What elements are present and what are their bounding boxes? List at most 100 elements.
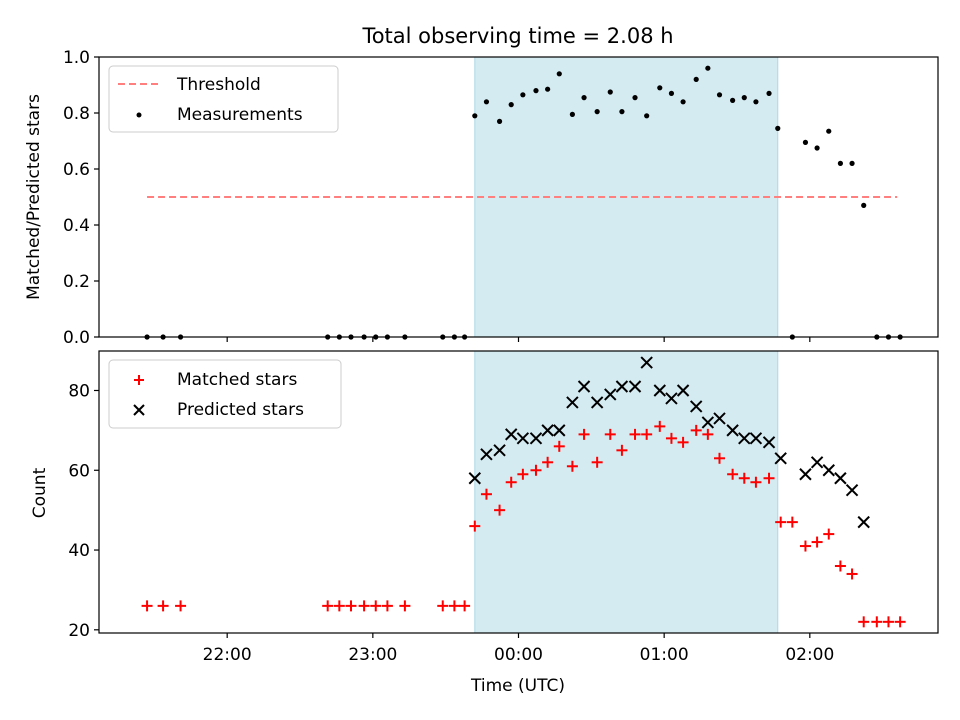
measurement-point: [545, 86, 551, 92]
bottom-xtick-label: 01:00: [640, 645, 689, 665]
measurement-point: [693, 76, 699, 82]
matched-star-point: [542, 456, 554, 468]
measurement-point: [705, 65, 711, 71]
predicted-star-point: [822, 464, 835, 477]
matched-star-point: [690, 424, 702, 436]
measurement-point: [837, 160, 844, 166]
predicted-star-point: [577, 380, 591, 393]
matched-star-point: [616, 444, 628, 456]
measurements-legend-swatch: [136, 112, 142, 118]
matched-star-point: [553, 440, 565, 452]
measurement-point: [619, 109, 625, 115]
predicted-star-point: [480, 448, 493, 461]
matched-star-point: [604, 428, 616, 440]
bottom-xtick-label: 22:00: [203, 645, 252, 665]
measurement-point: [644, 113, 650, 119]
matched-star-point: [566, 460, 578, 472]
measurement-point: [594, 109, 600, 115]
matched-star-point: [738, 472, 750, 484]
measurement-point: [569, 111, 575, 117]
matched-star-point: [882, 616, 894, 628]
measurement-point: [508, 102, 514, 108]
matched-star-point: [846, 568, 858, 580]
measurement-point: [730, 97, 736, 103]
bottom-legend: Matched stars Predicted stars: [108, 359, 342, 429]
matched-star-point: [871, 616, 883, 628]
measurement-point: [741, 95, 747, 101]
measurement-point: [607, 89, 613, 95]
measurement-point: [668, 90, 675, 96]
bottom-legend-box: [108, 359, 342, 429]
top-legend: Threshold Measurements: [108, 65, 339, 133]
predicted-star-point: [726, 424, 739, 437]
matched-star-point: [517, 468, 529, 480]
predicted-star-point: [468, 472, 482, 485]
predicted-star-point: [834, 472, 847, 485]
matched-star-point: [763, 472, 775, 484]
matched-star-point: [799, 540, 811, 552]
bottom-xtick-label: 00:00: [494, 645, 543, 665]
predicted-star-point: [665, 392, 678, 405]
predicted-star-point: [774, 452, 787, 465]
predicted-star-point: [604, 388, 617, 401]
measurement-point: [849, 160, 855, 166]
predicted-star-point: [553, 424, 566, 437]
predicted-star-point: [799, 468, 812, 481]
matched-star-point: [505, 476, 517, 488]
matched-star-point: [333, 600, 345, 612]
top-legend-box: [108, 65, 339, 133]
predicted-star-point: [749, 432, 763, 445]
matched-star-point: [702, 428, 714, 440]
top-ytick-label: 0.4: [63, 216, 90, 236]
predicted-star-point: [493, 444, 506, 457]
predicted-star-point: [857, 515, 870, 529]
matched-star-point: [629, 428, 641, 440]
matched-star-point: [894, 616, 906, 628]
bottom-ytick-label: 40: [68, 541, 90, 561]
measurement-point: [861, 202, 867, 208]
predicted-star-point: [762, 436, 776, 449]
measurement-point: [472, 113, 478, 119]
bottom-xlabel: Time (UTC): [470, 676, 565, 696]
measurement-point: [556, 71, 562, 77]
matched-star-point: [714, 452, 726, 464]
bottom-ytick-label: 60: [68, 461, 90, 481]
matched-star-point: [469, 520, 481, 532]
matched-star-point: [437, 600, 449, 612]
predicted-star-point: [701, 416, 715, 429]
matched-legend-swatch: [134, 375, 144, 385]
measurement-point: [680, 99, 686, 105]
measurement-point: [533, 88, 539, 94]
matched-star-point: [750, 476, 762, 488]
top-ytick-label: 0.2: [63, 272, 90, 292]
measurement-point: [826, 128, 832, 134]
predicted-star-point: [516, 432, 530, 445]
measurement-point: [496, 118, 503, 124]
matched-star-point: [381, 600, 393, 612]
measurement-point: [520, 92, 526, 98]
matched-star-point: [345, 600, 357, 612]
matched-star-point: [591, 456, 603, 468]
bottom-ytick-label: 20: [68, 621, 90, 641]
predicted-star-point: [713, 412, 726, 425]
measurement-point: [814, 145, 820, 151]
matched-star-point: [654, 420, 666, 432]
measurement-point: [802, 139, 809, 145]
matched-star-point: [459, 600, 471, 612]
matched-star-point: [157, 600, 169, 612]
measurement-point: [657, 85, 663, 91]
bottom-legend-matched-label: Matched stars: [177, 370, 297, 390]
top-legend-threshold-label: Threshold: [176, 75, 261, 95]
top-panel: Total observing time = 2.08 h 0.0 0.2 0.4 0…: [24, 24, 939, 348]
predicted-star-point: [628, 380, 642, 393]
predicted-star-point: [738, 432, 751, 445]
matched-star-point: [494, 504, 506, 516]
predicted-star-point: [676, 384, 690, 397]
bottom-xtick-label: 02:00: [785, 645, 834, 665]
predicted-star-point: [640, 356, 653, 369]
top-ytick-label: 0.8: [63, 104, 90, 124]
predicted-star-point: [615, 380, 629, 393]
matched-star-point: [448, 600, 460, 612]
